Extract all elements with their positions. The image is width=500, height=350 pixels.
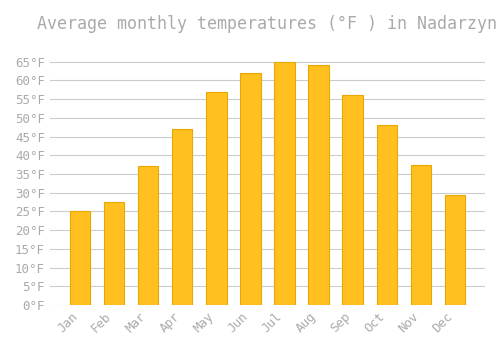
- Bar: [308, 65, 329, 305]
- Bar: [104, 202, 124, 305]
- Bar: [240, 73, 260, 305]
- Bar: [206, 92, 227, 305]
- Bar: [410, 164, 431, 305]
- Bar: [445, 195, 465, 305]
- Bar: [70, 211, 90, 305]
- Title: Average monthly temperatures (°F ) in Nadarzyn: Average monthly temperatures (°F ) in Na…: [38, 15, 498, 33]
- Bar: [376, 125, 397, 305]
- Bar: [342, 95, 363, 305]
- Bar: [172, 129, 193, 305]
- Bar: [274, 62, 294, 305]
- Bar: [138, 167, 158, 305]
